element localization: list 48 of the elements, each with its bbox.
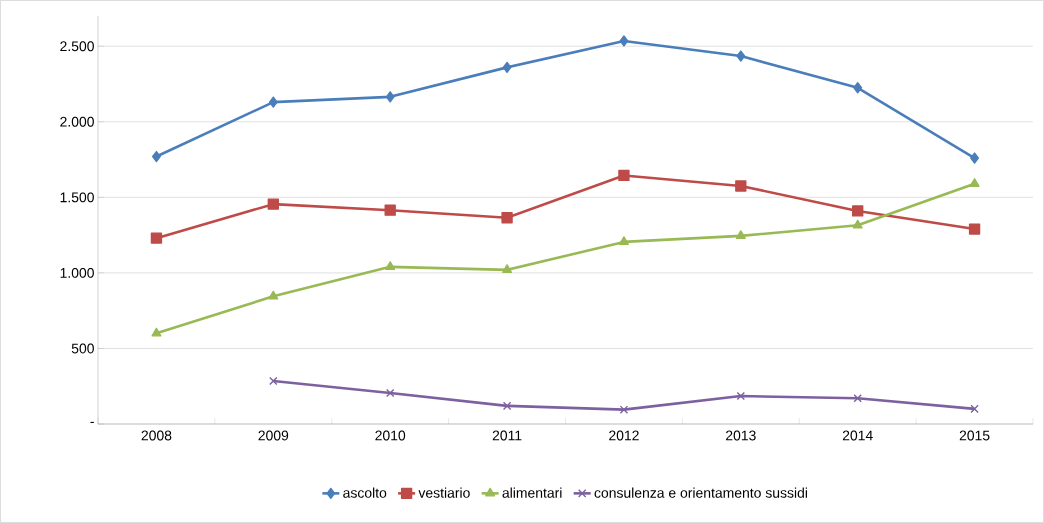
point — [736, 50, 746, 62]
point — [735, 230, 746, 240]
y-tick-label: 1.000 — [60, 267, 94, 278]
x-tick-label: 2015 — [959, 430, 990, 441]
point — [618, 169, 630, 182]
x-tick-label: 2011 — [492, 430, 522, 441]
point — [269, 376, 278, 386]
point — [385, 91, 395, 103]
legend-label: ascolto — [343, 487, 387, 498]
y-tick-label: - — [90, 421, 94, 423]
point — [970, 152, 979, 164]
point — [619, 35, 629, 47]
point — [502, 401, 512, 411]
x-tick-label: 2008 — [141, 430, 172, 441]
y-tick-label: 1.500 — [60, 192, 94, 203]
x-tick-label: 2010 — [375, 430, 406, 441]
x-tick-label: 2009 — [258, 430, 289, 441]
x-tick-label: 2013 — [726, 430, 756, 441]
point — [618, 236, 629, 246]
point — [968, 223, 981, 235]
y-tick-label: 2.000 — [60, 116, 94, 127]
point — [501, 212, 513, 224]
point — [502, 61, 512, 74]
point — [384, 204, 396, 216]
point — [853, 394, 862, 403]
legend-label: alimentari — [502, 487, 562, 498]
point — [619, 405, 629, 414]
point — [385, 388, 395, 398]
point — [268, 290, 279, 300]
point — [735, 180, 747, 192]
point — [736, 391, 746, 401]
point — [385, 261, 396, 271]
point — [852, 205, 864, 217]
point — [150, 232, 163, 244]
point — [852, 219, 863, 229]
x-tick-label: 2014 — [842, 430, 873, 441]
y-tick-label: 2.500 — [60, 41, 94, 52]
x-tick-label: 2012 — [609, 430, 639, 441]
point — [267, 198, 279, 210]
point — [502, 264, 513, 274]
legend-label: consulenza e orientamento sussidi — [594, 487, 807, 498]
point — [151, 327, 162, 337]
point — [853, 82, 863, 94]
point — [970, 404, 979, 414]
point — [969, 178, 980, 187]
legend-label: vestiario — [418, 487, 470, 498]
y-tick-label: 500 — [71, 343, 94, 354]
point — [268, 96, 278, 108]
